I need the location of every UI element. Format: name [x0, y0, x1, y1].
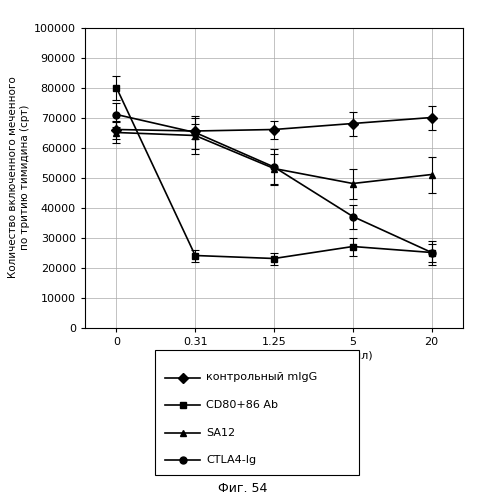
Text: Фиг. 54: Фиг. 54 — [217, 482, 267, 496]
X-axis label: Концентрация антитела (мкг/мл): Концентрация антитела (мкг/мл) — [175, 350, 372, 360]
SA12 — [113, 130, 119, 136]
CD80+86 Ab — [271, 256, 276, 262]
CTLA4-Ig — [349, 214, 355, 220]
CD80+86 Ab — [428, 250, 434, 256]
Line: SA12: SA12 — [113, 129, 434, 187]
контрольный mIgG — [192, 128, 197, 134]
CTLA4-Ig — [192, 130, 197, 136]
SA12 — [192, 132, 197, 138]
CTLA4-Ig — [428, 250, 434, 256]
SA12 — [349, 180, 355, 186]
CTLA4-Ig — [271, 164, 276, 170]
Text: SA12: SA12 — [206, 428, 235, 438]
контрольный mIgG — [113, 126, 119, 132]
Text: контрольный mIgG: контрольный mIgG — [206, 372, 317, 382]
Line: CTLA4-Ig: CTLA4-Ig — [113, 111, 434, 256]
Y-axis label: Количество включенного меченного
по тритию тимидина (срт): Количество включенного меченного по трит… — [8, 76, 30, 278]
CD80+86 Ab — [192, 252, 197, 258]
контрольный mIgG — [271, 126, 276, 132]
SA12 — [271, 166, 276, 172]
Text: CTLA4-Ig: CTLA4-Ig — [206, 455, 256, 465]
Line: CD80+86 Ab: CD80+86 Ab — [113, 84, 434, 262]
FancyBboxPatch shape — [155, 350, 358, 475]
CD80+86 Ab — [113, 84, 119, 90]
SA12 — [428, 172, 434, 177]
CTLA4-Ig — [113, 112, 119, 117]
контрольный mIgG — [428, 114, 434, 120]
CD80+86 Ab — [349, 244, 355, 250]
контрольный mIgG — [349, 120, 355, 126]
Text: CD80+86 Ab: CD80+86 Ab — [206, 400, 277, 410]
Line: контрольный mIgG: контрольный mIgG — [113, 114, 434, 134]
